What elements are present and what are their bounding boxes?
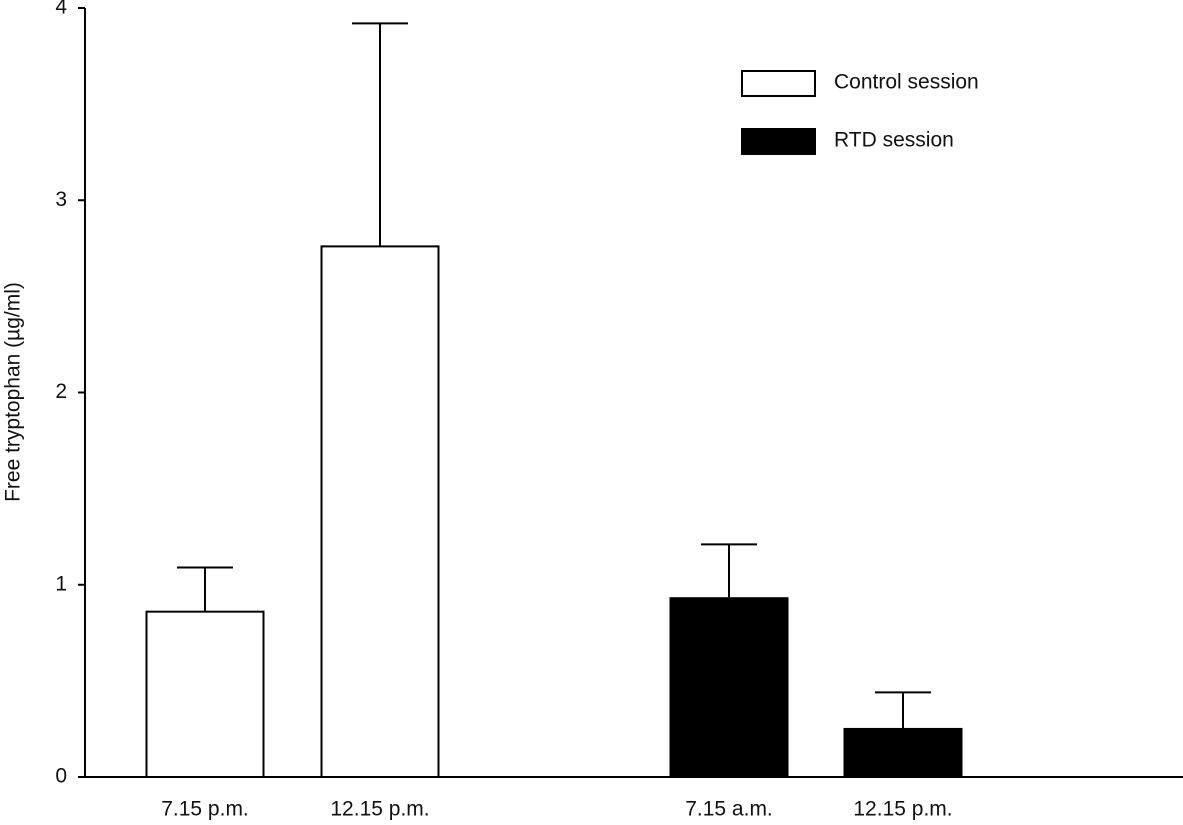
y-tick-label: 3 xyxy=(55,188,67,211)
legend-label: RTD session xyxy=(834,129,954,152)
bar xyxy=(669,597,789,779)
y-axis-label: Free tryptophan (µg/ml) xyxy=(2,282,25,502)
legend-label: Control session xyxy=(834,71,979,94)
error-bar xyxy=(177,566,233,612)
legend-swatch xyxy=(741,128,816,155)
x-tick-label: 12.15 p.m. xyxy=(853,798,952,821)
error-bar xyxy=(352,22,408,247)
bar xyxy=(843,727,963,778)
x-tick-label: 12.15 p.m. xyxy=(330,798,429,821)
y-tick-label: 4 xyxy=(55,0,67,19)
bar xyxy=(145,610,265,778)
y-tick-label: 1 xyxy=(55,572,67,595)
error-bar xyxy=(875,691,931,729)
x-tick-label: 7.15 a.m. xyxy=(685,798,773,821)
y-tick-label: 2 xyxy=(55,380,67,403)
error-bar xyxy=(701,543,757,599)
y-tick-label: 0 xyxy=(55,765,67,788)
legend-swatch xyxy=(741,70,816,97)
bar xyxy=(320,245,440,778)
x-tick-label: 7.15 p.m. xyxy=(161,798,249,821)
